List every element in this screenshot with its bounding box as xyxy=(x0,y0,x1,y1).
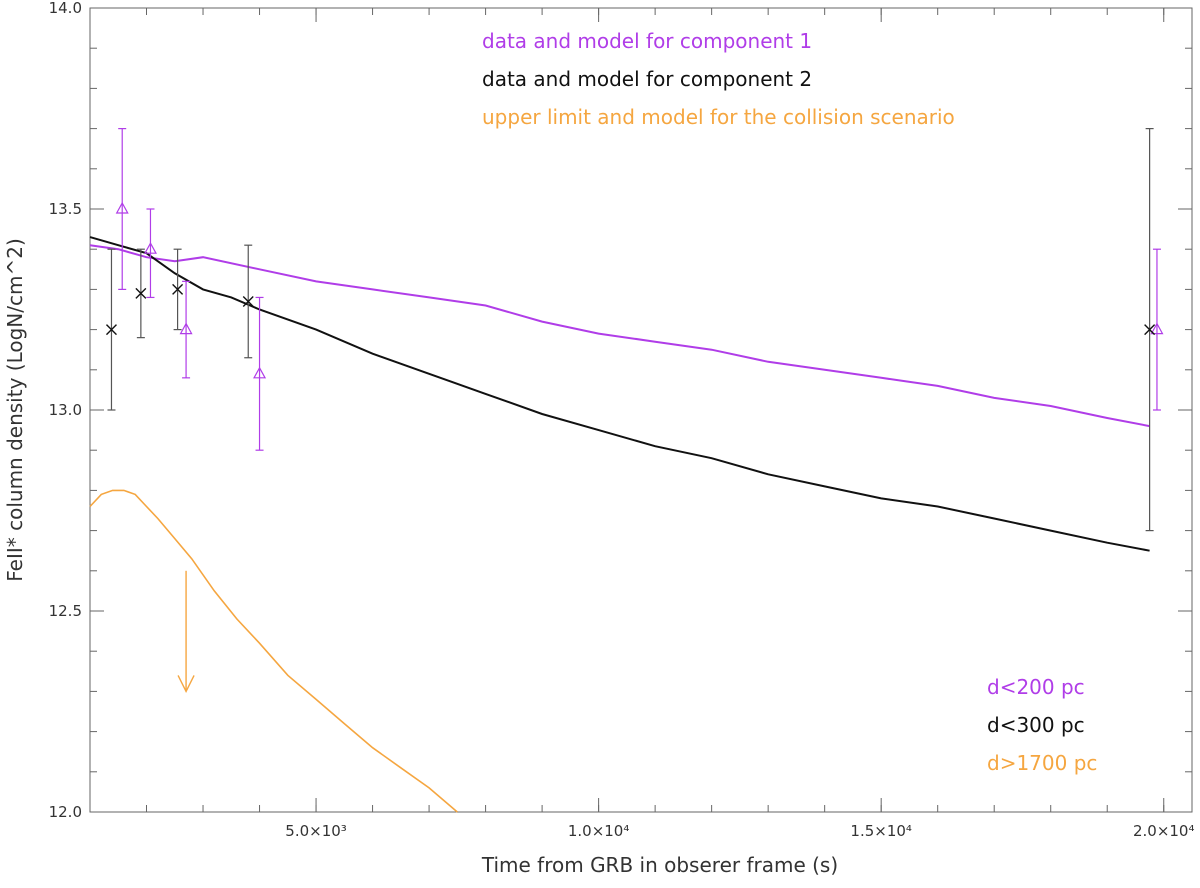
model-curves xyxy=(89,236,1150,813)
legend-top-entry: upper limit and model for the collision … xyxy=(482,105,955,129)
model-curve-2 xyxy=(89,236,1150,552)
x-point xyxy=(1144,324,1156,336)
triangle-point xyxy=(1150,322,1164,335)
x-point xyxy=(105,324,117,336)
x-tick-label: 1.0×10⁴ xyxy=(568,822,630,840)
x-point xyxy=(172,283,184,295)
x-point xyxy=(242,295,254,307)
plot-area xyxy=(89,7,1193,813)
triangle-point xyxy=(179,322,193,335)
y-tick-label: 12.5 xyxy=(49,602,82,620)
model-curve-1 xyxy=(89,244,1150,428)
x-point xyxy=(135,287,147,299)
triangle-point xyxy=(253,366,267,379)
x-axis-title: Time from GRB in obserer frame (s) xyxy=(481,853,838,877)
y-tick-label: 13.0 xyxy=(49,401,82,419)
upper-limit-arrowhead xyxy=(177,675,195,693)
legend-bottom-entry: d>1700 pc xyxy=(987,751,1097,775)
legend-bottom-entry: d<200 pc xyxy=(987,675,1085,699)
axis-ticks: 12.0 12.5 13.0 13.5 14.0 5.0×10³ 1.0×10⁴ 1.5×10… xyxy=(49,0,1195,840)
triangle-point xyxy=(143,241,157,254)
legend-bottom-entry: d<300 pc xyxy=(987,713,1085,737)
legend: data and model for component 1 data and m… xyxy=(482,29,1097,775)
legend-top-entry: data and model for component 1 xyxy=(482,29,812,53)
x-tick-label: 1.5×10⁴ xyxy=(850,822,912,840)
x-tick-label: 5.0×10³ xyxy=(285,822,347,840)
legend-top-entry: data and model for component 2 xyxy=(482,67,812,91)
y-axis-title: FeII* column density (LogN/cm^2) xyxy=(3,238,27,582)
data-points xyxy=(105,128,1164,693)
y-tick-label: 14.0 xyxy=(49,0,82,17)
model-curve-3 xyxy=(89,489,458,813)
y-tick-label: 13.5 xyxy=(49,200,82,218)
y-tick-label: 12.0 xyxy=(49,803,82,821)
x-tick-label: 2.0×10⁴ xyxy=(1133,822,1195,840)
triangle-point xyxy=(115,201,129,214)
